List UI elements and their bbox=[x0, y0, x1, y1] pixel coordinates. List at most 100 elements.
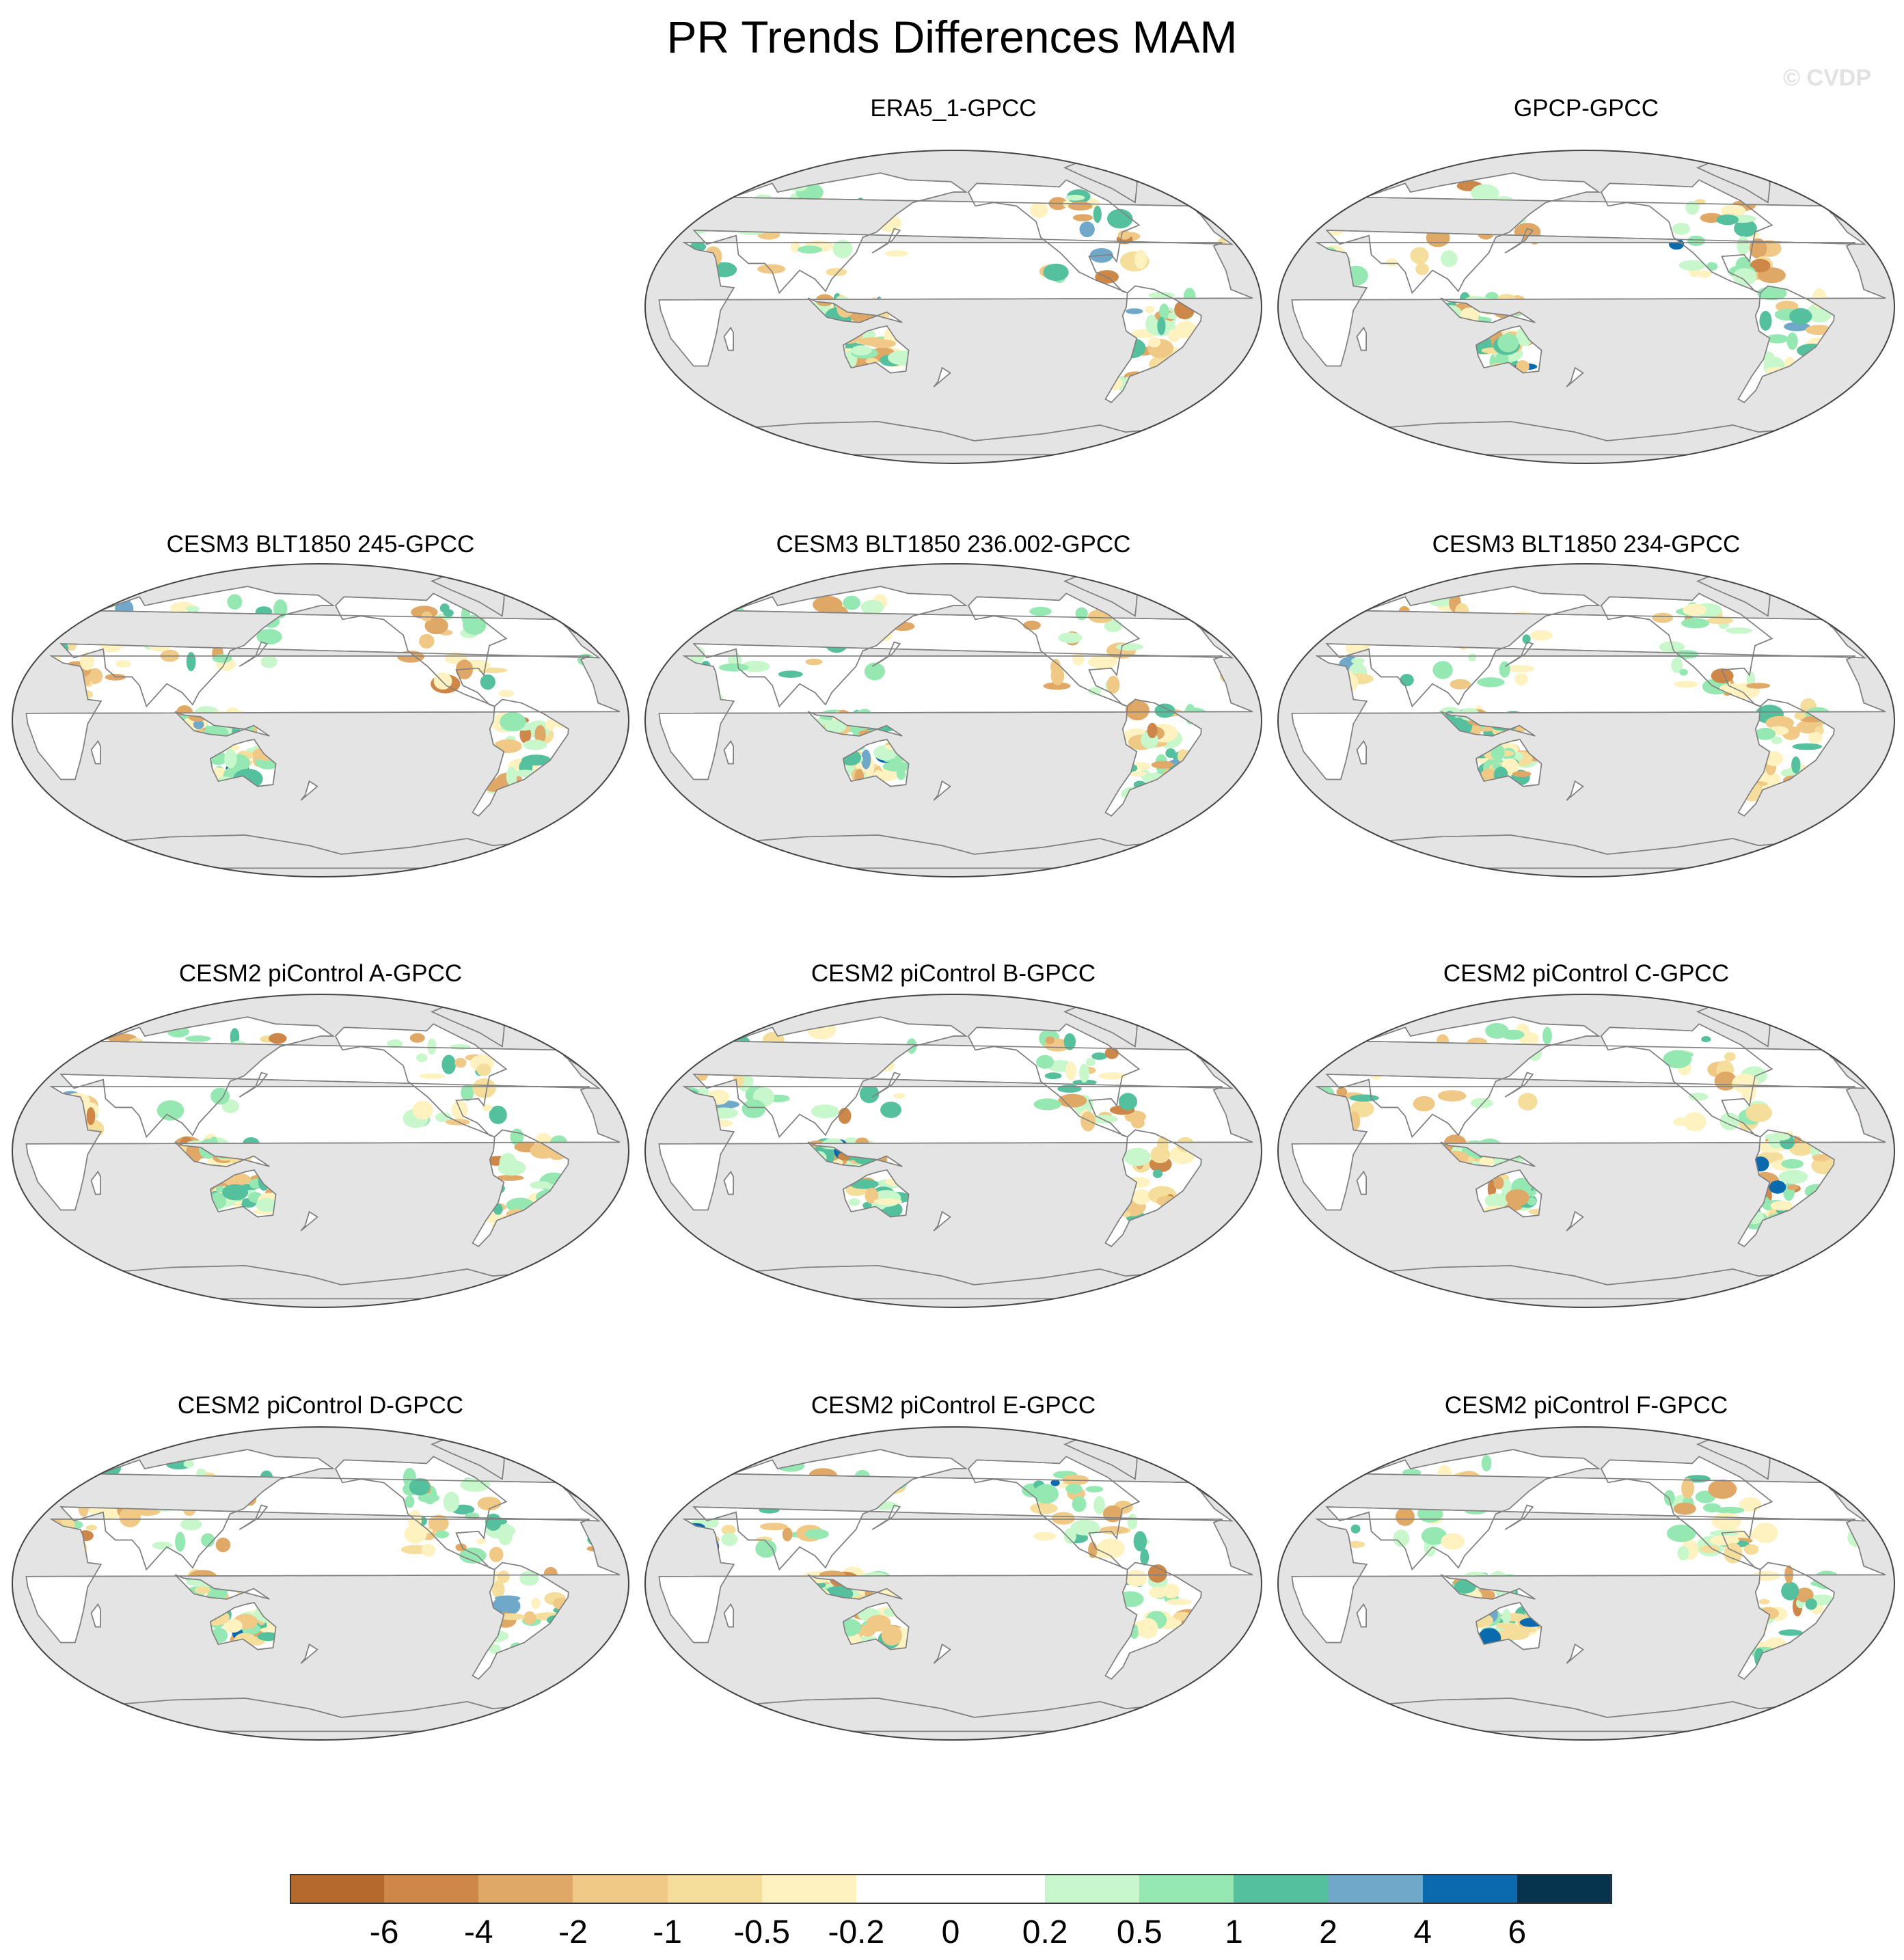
world-map bbox=[644, 150, 1262, 464]
trend-cell bbox=[523, 739, 547, 750]
coastline-australia bbox=[210, 1169, 277, 1218]
trend-cell bbox=[419, 634, 435, 649]
coastline-australia bbox=[843, 325, 910, 374]
coastline-indonesia bbox=[807, 297, 903, 323]
trend-cell bbox=[1067, 202, 1093, 210]
trend-cell bbox=[1147, 337, 1161, 348]
trend-cell bbox=[427, 1038, 437, 1055]
trend-cell bbox=[1093, 206, 1102, 223]
trend-cell bbox=[1137, 1618, 1158, 1639]
trend-cell bbox=[1470, 1098, 1493, 1108]
coastline-japan bbox=[1504, 641, 1534, 667]
trend-cell bbox=[1140, 1549, 1150, 1566]
coastline-samerica bbox=[1737, 1129, 1835, 1247]
trend-cell bbox=[1778, 1629, 1803, 1636]
trend-cell bbox=[861, 749, 871, 770]
trend-cell bbox=[1079, 1063, 1089, 1083]
trend-cell bbox=[180, 1518, 202, 1531]
trend-cell bbox=[1098, 1072, 1127, 1080]
trend-cell bbox=[443, 1491, 460, 1512]
trend-cell bbox=[1091, 1052, 1107, 1060]
world-map bbox=[1277, 150, 1895, 464]
map-panel: CESM3 BLT1850 234-GPCC bbox=[1275, 530, 1897, 878]
trend-cell bbox=[1665, 1051, 1694, 1059]
trend-cell bbox=[1481, 1455, 1492, 1472]
trend-cell bbox=[1133, 1531, 1147, 1551]
trend-cell bbox=[1072, 653, 1085, 666]
coastline-japan bbox=[1504, 1072, 1534, 1098]
trend-cell bbox=[1154, 703, 1175, 718]
trend-cell bbox=[1124, 1147, 1151, 1167]
panel-title: CESM2 piControl D-GPCC bbox=[177, 1392, 464, 1419]
trend-cell bbox=[115, 660, 131, 668]
map-panel: CESM2 piControl C-GPCC bbox=[1275, 959, 1897, 1309]
coastline-samerica bbox=[1737, 285, 1835, 403]
trend-cell bbox=[1165, 748, 1176, 758]
trend-cell bbox=[476, 1538, 486, 1544]
coastline-africa bbox=[1291, 1086, 1886, 1211]
trend-cell bbox=[418, 1493, 439, 1503]
trend-cell bbox=[1065, 1484, 1083, 1494]
trend-cell bbox=[848, 1198, 860, 1206]
trend-cell bbox=[1513, 1626, 1537, 1633]
trend-cell bbox=[824, 720, 847, 733]
trend-cell bbox=[454, 1057, 467, 1068]
trend-cell bbox=[1732, 268, 1757, 286]
coastline-madagascar bbox=[723, 1603, 735, 1628]
trend-cell bbox=[1493, 1176, 1504, 1190]
trend-cell bbox=[1765, 1133, 1791, 1141]
trend-cell bbox=[193, 720, 204, 729]
trend-cell bbox=[1050, 1479, 1060, 1486]
panel-title: CESM2 piControl C-GPCC bbox=[1443, 960, 1730, 987]
trend-cell bbox=[1681, 618, 1710, 629]
coastline-australia bbox=[843, 1169, 910, 1218]
trend-cell bbox=[1711, 1512, 1741, 1530]
coastline-madagascar bbox=[723, 740, 735, 765]
trend-cell bbox=[1033, 1484, 1059, 1504]
trend-cell bbox=[860, 599, 884, 615]
coastline-samerica bbox=[472, 1562, 569, 1680]
coastline-madagascar bbox=[90, 740, 102, 765]
coastline-japan bbox=[239, 1504, 269, 1530]
trend-cell bbox=[1771, 736, 1782, 744]
coastline-namerica bbox=[1601, 1023, 1773, 1138]
world-map bbox=[12, 563, 629, 877]
trend-cell bbox=[1745, 1103, 1772, 1122]
map-panel: CESM2 piControl D-GPCC bbox=[10, 1391, 631, 1741]
coastline-eurasia bbox=[59, 1016, 601, 1139]
trend-cell bbox=[1097, 1538, 1125, 1559]
map-border bbox=[1277, 563, 1895, 877]
coastline-australia bbox=[1475, 739, 1542, 787]
panel-title: CESM2 piControl F-GPCC bbox=[1444, 1392, 1728, 1419]
trend-cell bbox=[832, 239, 853, 258]
trend-cell bbox=[506, 766, 517, 787]
trend-cell bbox=[461, 1084, 474, 1102]
trend-cell bbox=[1033, 1098, 1061, 1111]
trend-cell bbox=[494, 1595, 521, 1602]
trend-cell bbox=[1791, 756, 1801, 774]
coastline-japan bbox=[871, 1504, 901, 1530]
trend-cell bbox=[1043, 263, 1069, 282]
trend-cell bbox=[843, 595, 860, 610]
trend-cell bbox=[416, 1053, 428, 1063]
trend-cell bbox=[1065, 195, 1085, 201]
trend-cell bbox=[755, 1539, 777, 1558]
trend-cell bbox=[1085, 1486, 1104, 1493]
trend-cell bbox=[1107, 208, 1133, 229]
trend-cell bbox=[1794, 712, 1806, 720]
world-map bbox=[644, 1426, 1262, 1741]
trend-cell bbox=[813, 596, 843, 614]
trend-cell bbox=[1527, 1197, 1537, 1206]
trend-cell bbox=[896, 767, 906, 780]
trend-cell bbox=[497, 1570, 510, 1583]
coastline-madagascar bbox=[90, 1603, 102, 1628]
trend-cell bbox=[1132, 1189, 1152, 1205]
trend-cell bbox=[1415, 262, 1429, 275]
trend-cell bbox=[838, 1107, 852, 1124]
trend-cell bbox=[893, 1093, 906, 1099]
trend-cell bbox=[1349, 1094, 1379, 1102]
trend-cell bbox=[884, 250, 909, 257]
trend-cell bbox=[1673, 1502, 1696, 1515]
trend-cell bbox=[195, 1586, 210, 1594]
